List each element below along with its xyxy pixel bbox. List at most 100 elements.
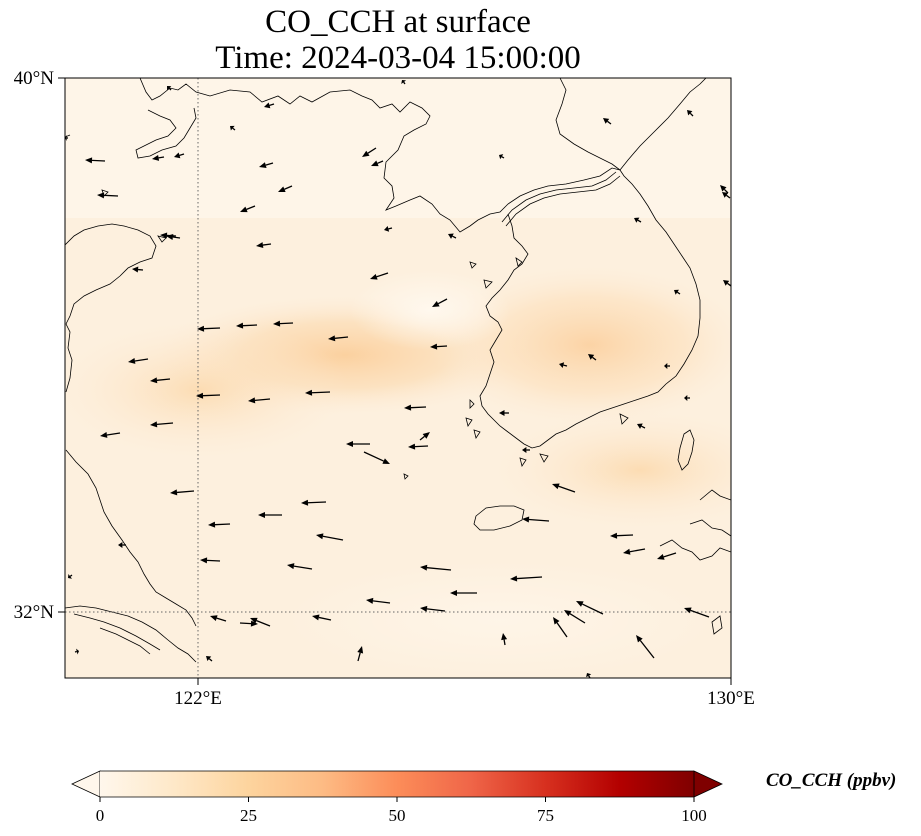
wind-arrow <box>152 154 165 161</box>
wind-arrow <box>240 205 256 213</box>
wind-arrow <box>623 548 646 555</box>
wind-arrow <box>197 325 221 332</box>
wind-arrow <box>312 614 332 621</box>
wind-arrow <box>170 489 195 496</box>
wind-arrow <box>499 410 509 416</box>
wind-arrow <box>510 575 543 582</box>
wind-arrow <box>499 154 505 160</box>
wind-arrow <box>328 335 349 342</box>
wind-arrow <box>636 635 655 659</box>
wind-arrow <box>420 564 452 571</box>
wind-arrow <box>723 280 731 287</box>
wind-arrow <box>522 447 530 453</box>
wind-arrow <box>603 118 612 125</box>
wind-arrow <box>85 157 106 164</box>
wind-arrow <box>634 217 642 223</box>
wind-arrow <box>564 610 586 624</box>
wind-arrow <box>448 233 457 239</box>
gridlines <box>65 78 731 678</box>
colorbar-tick-50: 50 <box>389 806 406 825</box>
wind-arrow <box>230 125 236 131</box>
colorbar-extend-max <box>693 770 723 798</box>
colorbar-gradient <box>100 771 694 797</box>
wind-arrow <box>362 147 377 157</box>
wind-arrow <box>404 404 427 411</box>
wind-arrow <box>305 389 331 396</box>
wind-arrow <box>74 648 79 655</box>
wind-arrow <box>384 225 393 232</box>
lat-tick-label-32: 32°N <box>14 602 55 623</box>
lat-tick-label-40: 40°N <box>14 68 55 89</box>
wind-arrow <box>363 451 390 464</box>
wind-arrow <box>610 532 634 539</box>
wind-arrow <box>264 102 275 109</box>
wind-arrow <box>248 397 271 404</box>
wind-arrow <box>100 431 121 438</box>
wind-arrow <box>588 354 597 361</box>
wind-arrow <box>301 499 327 506</box>
wind-arrow <box>419 432 430 441</box>
colorbar-tick-75: 75 <box>537 806 554 825</box>
wind-arrow <box>684 395 690 401</box>
wind-arrow <box>432 298 448 307</box>
wind-arrow <box>167 86 172 91</box>
wind-arrow <box>687 110 694 117</box>
wind-arrow <box>206 656 213 662</box>
wind-arrow <box>408 443 429 450</box>
wind-arrow <box>273 320 294 327</box>
wind-arrow <box>370 272 389 280</box>
wind-arrow <box>553 617 568 638</box>
wind-arrow <box>401 80 407 85</box>
wind-arrow <box>68 573 73 579</box>
wind-arrow <box>576 601 604 615</box>
wind-arrow <box>118 542 126 548</box>
wind-arrow <box>174 152 185 159</box>
wind-arrow <box>552 483 576 493</box>
wind-arrow <box>150 377 171 384</box>
colorbar-extend-min <box>71 770 101 798</box>
wind-arrow <box>150 421 174 428</box>
wind-vectors <box>65 80 731 678</box>
wind-arrow <box>664 363 670 369</box>
wind-arrow <box>250 617 271 627</box>
wind-arrow <box>278 185 293 192</box>
wind-arrow <box>684 607 710 618</box>
wind-arrow <box>346 441 370 447</box>
colorbar: 0 25 50 75 100 <box>71 770 723 825</box>
wind-arrow <box>239 620 258 627</box>
map-time-subtitle: Time: 2024-03-04 15:00:00 <box>215 40 581 76</box>
wind-arrow <box>720 185 729 194</box>
wind-arrow <box>196 392 221 399</box>
wind-arrow <box>316 533 344 541</box>
colorbar-tick-25: 25 <box>240 806 257 825</box>
lon-tick-label-130: 130°E <box>707 688 755 709</box>
colorbar-tick-0: 0 <box>96 806 105 825</box>
wind-arrow <box>132 266 144 273</box>
lon-tick-label-122: 122°E <box>174 688 222 709</box>
wind-arrow <box>522 516 550 523</box>
wind-arrow <box>65 135 68 141</box>
axis-ticks <box>58 77 732 685</box>
wind-arrow <box>259 162 274 168</box>
co-concentration-field <box>65 78 731 678</box>
colorbar-title: CO_CCH (ppbv) <box>766 770 897 791</box>
wind-arrow <box>236 322 258 329</box>
wind-arrow <box>287 563 313 570</box>
wind-arrow <box>357 646 364 662</box>
wind-arrow <box>420 605 446 612</box>
wind-arrow <box>501 633 508 646</box>
wind-arrow <box>256 242 272 249</box>
wind-arrow <box>450 590 477 596</box>
wind-arrow <box>674 289 681 295</box>
wind-arrow <box>637 423 646 429</box>
map-title: CO_CCH at surface <box>265 4 531 40</box>
map-frame <box>64 77 732 679</box>
wind-arrow <box>128 357 149 364</box>
colorbar-tick-100: 100 <box>681 806 707 825</box>
wind-arrow <box>200 557 221 564</box>
wind-arrow <box>210 615 227 622</box>
wind-arrow <box>366 597 391 604</box>
wind-arrow <box>258 512 282 518</box>
wind-arrow <box>657 552 677 560</box>
